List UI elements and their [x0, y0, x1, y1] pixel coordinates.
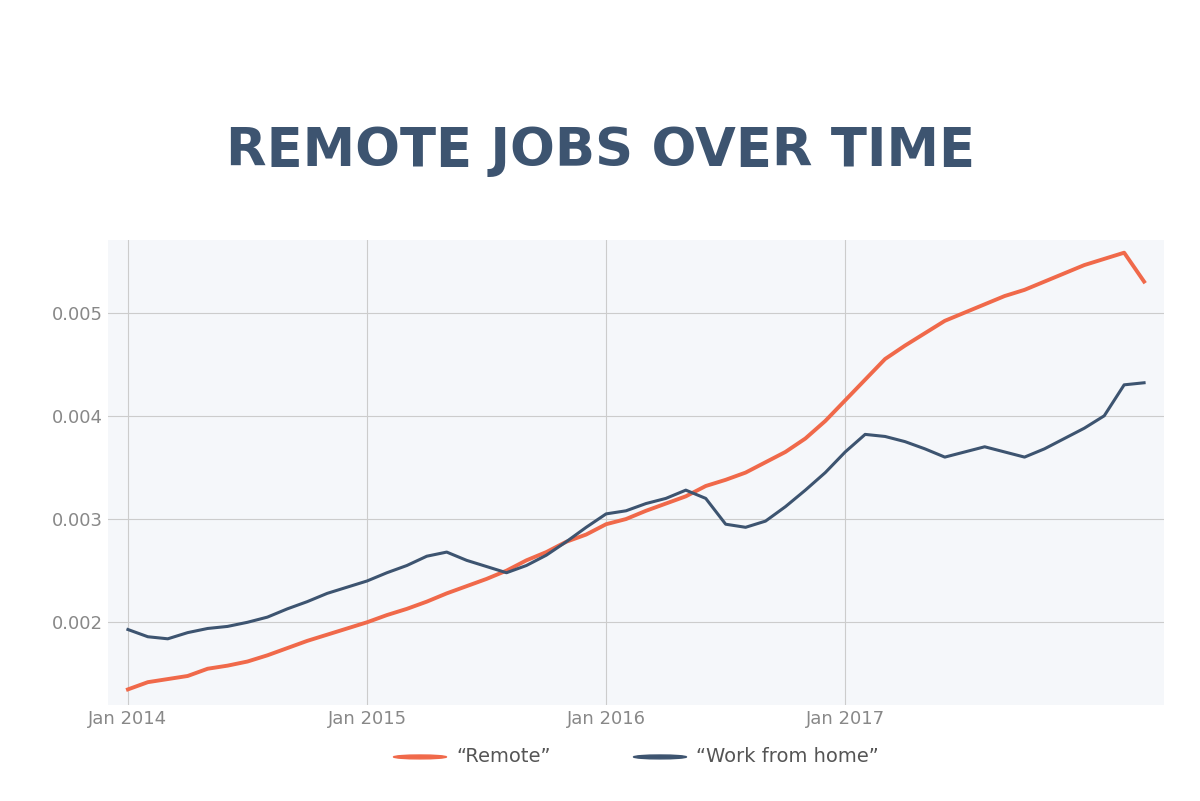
- Text: REMOTE JOBS OVER TIME: REMOTE JOBS OVER TIME: [226, 126, 974, 177]
- Text: Search Interest in: Search Interest in: [508, 50, 692, 70]
- Text: “Remote”: “Remote”: [456, 747, 551, 767]
- Circle shape: [394, 755, 446, 759]
- Text: “Work from home”: “Work from home”: [696, 747, 878, 767]
- Circle shape: [634, 755, 686, 759]
